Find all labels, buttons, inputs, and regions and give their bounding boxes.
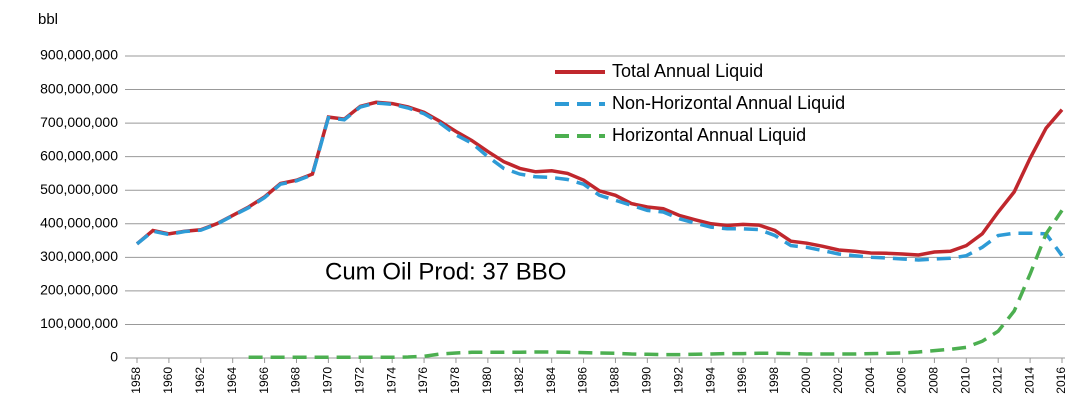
legend-label: Horizontal Annual Liquid	[612, 125, 806, 145]
y-tick-label: 200,000,000	[40, 282, 118, 298]
x-tick-label: 2010	[958, 367, 972, 394]
y-axis-label: bbl	[38, 11, 58, 28]
y-tick-label: 900,000,000	[40, 47, 118, 63]
x-tick-label: 1972	[352, 367, 366, 394]
x-tick-label: 1982	[512, 367, 526, 394]
x-tick-label: 2002	[831, 367, 845, 394]
legend-label: Non-Horizontal Annual Liquid	[612, 93, 845, 113]
annotation: Cum Oil Prod: 37 BBO	[325, 258, 566, 285]
y-tick-label: 600,000,000	[40, 147, 118, 163]
y-tick-label: 400,000,000	[40, 214, 118, 230]
x-tick-label: 1974	[384, 367, 398, 394]
x-tick-label: 1964	[225, 367, 239, 394]
x-tick-label: 2000	[799, 367, 813, 394]
y-tick-label: 300,000,000	[40, 248, 118, 264]
x-tick-label: 1988	[608, 367, 622, 394]
x-tick-label: 1976	[416, 367, 430, 394]
y-tick-label: 500,000,000	[40, 181, 118, 197]
x-tick-label: 1960	[161, 367, 175, 394]
x-tick-label: 1962	[193, 367, 207, 394]
y-tick-label: 700,000,000	[40, 114, 118, 130]
series-line	[135, 100, 1064, 257]
x-tick-label: 1978	[448, 367, 462, 394]
x-tick-label: 1996	[735, 367, 749, 394]
x-tick-label: 1986	[576, 367, 590, 394]
x-tick-label: 1998	[767, 367, 781, 394]
series-line	[248, 209, 1064, 360]
x-tick-label: 1984	[544, 367, 558, 394]
x-tick-label: 1958	[129, 367, 143, 394]
x-tick-label: 1970	[321, 367, 335, 394]
y-tick-label: 0	[110, 349, 118, 365]
x-tick-label: 2016	[1054, 367, 1065, 394]
y-tick-label: 100,000,000	[40, 315, 118, 331]
legend-label: Total Annual Liquid	[612, 61, 763, 81]
x-tick-label: 1968	[289, 367, 303, 394]
x-tick-label: 1992	[671, 367, 685, 394]
x-tick-label: 1980	[480, 367, 494, 394]
y-tick-label: 800,000,000	[40, 80, 118, 96]
x-tick-label: 1966	[257, 367, 271, 394]
x-tick-label: 2006	[895, 367, 909, 394]
x-tick-label: 2008	[927, 367, 941, 394]
x-tick-label: 2014	[1022, 367, 1036, 394]
x-tick-label: 2012	[990, 367, 1004, 394]
x-tick-label: 1994	[703, 367, 717, 394]
series-line	[135, 101, 1064, 262]
x-tick-label: 1990	[640, 367, 654, 394]
x-tick-label: 2004	[863, 367, 877, 394]
